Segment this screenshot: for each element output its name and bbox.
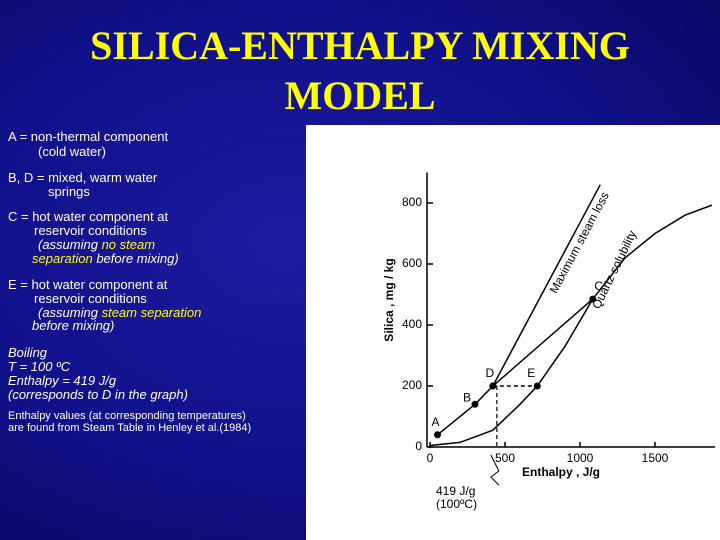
note: before mixing)	[92, 251, 179, 266]
point	[434, 431, 441, 439]
note: T = 100 ºC	[8, 359, 71, 374]
note: (corresponds to D in the graph)	[8, 387, 188, 402]
annotation: 419 J/g	[436, 484, 475, 498]
note: Enthalpy values (at corresponding temper…	[8, 410, 246, 422]
x-axis-label: Enthalpy , J/g	[522, 465, 600, 479]
note: springs	[48, 184, 90, 199]
y-axis-label: Silica , mg / kg	[382, 258, 396, 341]
note-highlight: steam separation	[101, 305, 202, 320]
note: (assuming	[38, 305, 102, 320]
point-label: C	[594, 279, 603, 293]
point-label: E	[527, 366, 535, 380]
point	[471, 400, 479, 408]
note: A = non-thermal component	[8, 129, 169, 144]
note-line: separation before mixing)	[32, 252, 179, 266]
x-tick-label: 1000	[567, 451, 594, 465]
x-tick-label: 1500	[642, 451, 669, 465]
note-line: (assuming steam separation	[38, 306, 201, 320]
chart: 0 200 400 600 800 0 500 1000 1500 Enthalpy , J/g S…	[306, 125, 720, 540]
curve	[492, 184, 601, 387]
point-label: A	[431, 415, 439, 429]
y-tick-label: 200	[402, 378, 422, 392]
y-tick-label: 400	[402, 317, 422, 331]
note: reservoir conditions	[34, 223, 147, 238]
note: (cold water)	[38, 144, 106, 159]
note: B, D = mixed, warm water	[8, 170, 158, 185]
note-highlight: no steam	[101, 237, 156, 252]
y-tick-label: 800	[402, 195, 422, 209]
title: MODEL	[284, 73, 436, 118]
note-line: (assuming no steam	[38, 238, 155, 252]
point	[489, 382, 497, 390]
annotation: (100ºC)	[436, 497, 477, 511]
note: Boiling	[8, 345, 48, 360]
point	[533, 382, 541, 390]
title: SILICA-ENTHALPY MIXING	[90, 23, 630, 68]
point-label: B	[463, 390, 471, 404]
point-label: D	[486, 366, 495, 380]
curve	[429, 204, 713, 447]
mixing-line	[437, 298, 594, 436]
note: reservoir conditions	[34, 291, 147, 306]
arrow	[490, 454, 500, 486]
note: before mixing)	[32, 318, 115, 333]
point	[589, 295, 597, 303]
note: Enthalpy = 419 J/g	[8, 373, 117, 388]
curve-label: Quartz solubility	[589, 228, 639, 311]
note: C = hot water component at	[8, 209, 169, 224]
y-tick-label: 600	[402, 256, 422, 270]
note: (assuming	[38, 237, 102, 252]
note-highlight: separation	[32, 251, 93, 266]
x-tick-label: 0	[427, 451, 434, 465]
y-tick-label: 0	[415, 439, 422, 453]
x-tick-label: 500	[495, 451, 515, 465]
note: E = hot water component at	[8, 277, 168, 292]
note: are found from Steam Table in Henley et …	[8, 422, 252, 434]
